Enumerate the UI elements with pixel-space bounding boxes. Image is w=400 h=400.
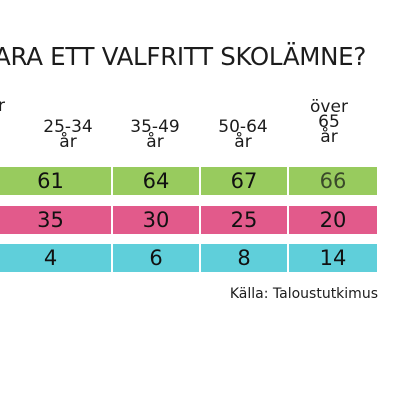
table-cell: 66 [289, 167, 377, 195]
table-cell: 35 [0, 206, 111, 234]
table-cell: 8 [201, 244, 287, 272]
column-header-line: 35-49 [130, 117, 180, 137]
table-cell: 25 [201, 206, 287, 234]
column-header: 35-49 år [115, 117, 195, 152]
column-header-line: 50-64 [218, 117, 268, 137]
column-header-line: 65 [318, 112, 340, 132]
table-cell: 67 [201, 167, 287, 195]
column-header-line: år [320, 127, 338, 147]
column-header: 50-64 år [203, 117, 283, 152]
column-header-line: år [234, 132, 252, 152]
column-header-line: över [310, 97, 348, 117]
column-header-line: år [59, 132, 77, 152]
chart-title: ARA ETT VALFRITT SKOLÄMNE? [0, 42, 367, 71]
table-cell: 64 [113, 167, 199, 195]
partial-column-label: r [0, 96, 5, 116]
table-cell: 14 [289, 244, 377, 272]
source-note: Källa: Taloustutkimus [229, 286, 378, 302]
column-header-line: år [146, 132, 164, 152]
table-cell: 61 [0, 167, 111, 195]
column-header-line: 25-34 [43, 117, 93, 137]
table-cell: 4 [0, 244, 111, 272]
table-cell: 30 [113, 206, 199, 234]
table-cell: 6 [113, 244, 199, 272]
column-header: över 65 år [289, 97, 369, 147]
column-header: 25-34 år [28, 117, 108, 152]
table-cell: 20 [289, 206, 377, 234]
